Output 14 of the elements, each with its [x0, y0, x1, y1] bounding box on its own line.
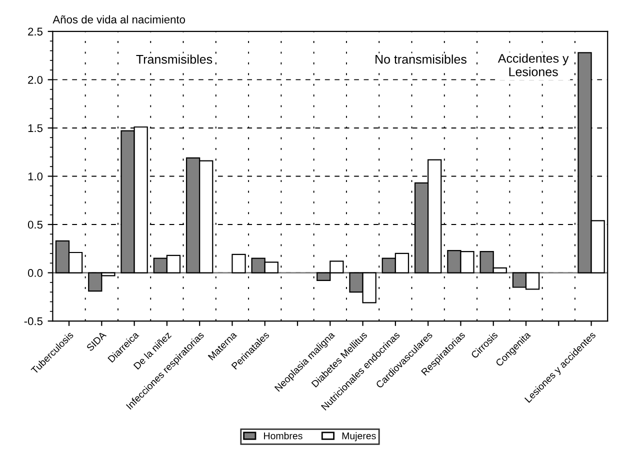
y-tick-label: 0.5 [28, 220, 43, 229]
legend-label: Mujeres [342, 432, 376, 442]
y-tick-label: -0.5 [24, 317, 43, 326]
annotation: Transmisibles [136, 54, 212, 64]
legend-label: Hombres [264, 432, 302, 440]
y-tick-label: 0.0 [28, 269, 43, 277]
y-tick-label: 1.0 [28, 172, 43, 180]
annotation: No transmisibles [376, 54, 466, 64]
y-tick-label: 2.5 [28, 28, 43, 36]
y-tick-label: 2.0 [28, 76, 43, 84]
annotation: Accidentes y Lesiones [498, 54, 569, 76]
bar [232, 254, 246, 274]
y-axis-title: Años de vida al nacimiento [52, 15, 186, 24]
y-tick-label: 1.5 [28, 124, 43, 132]
